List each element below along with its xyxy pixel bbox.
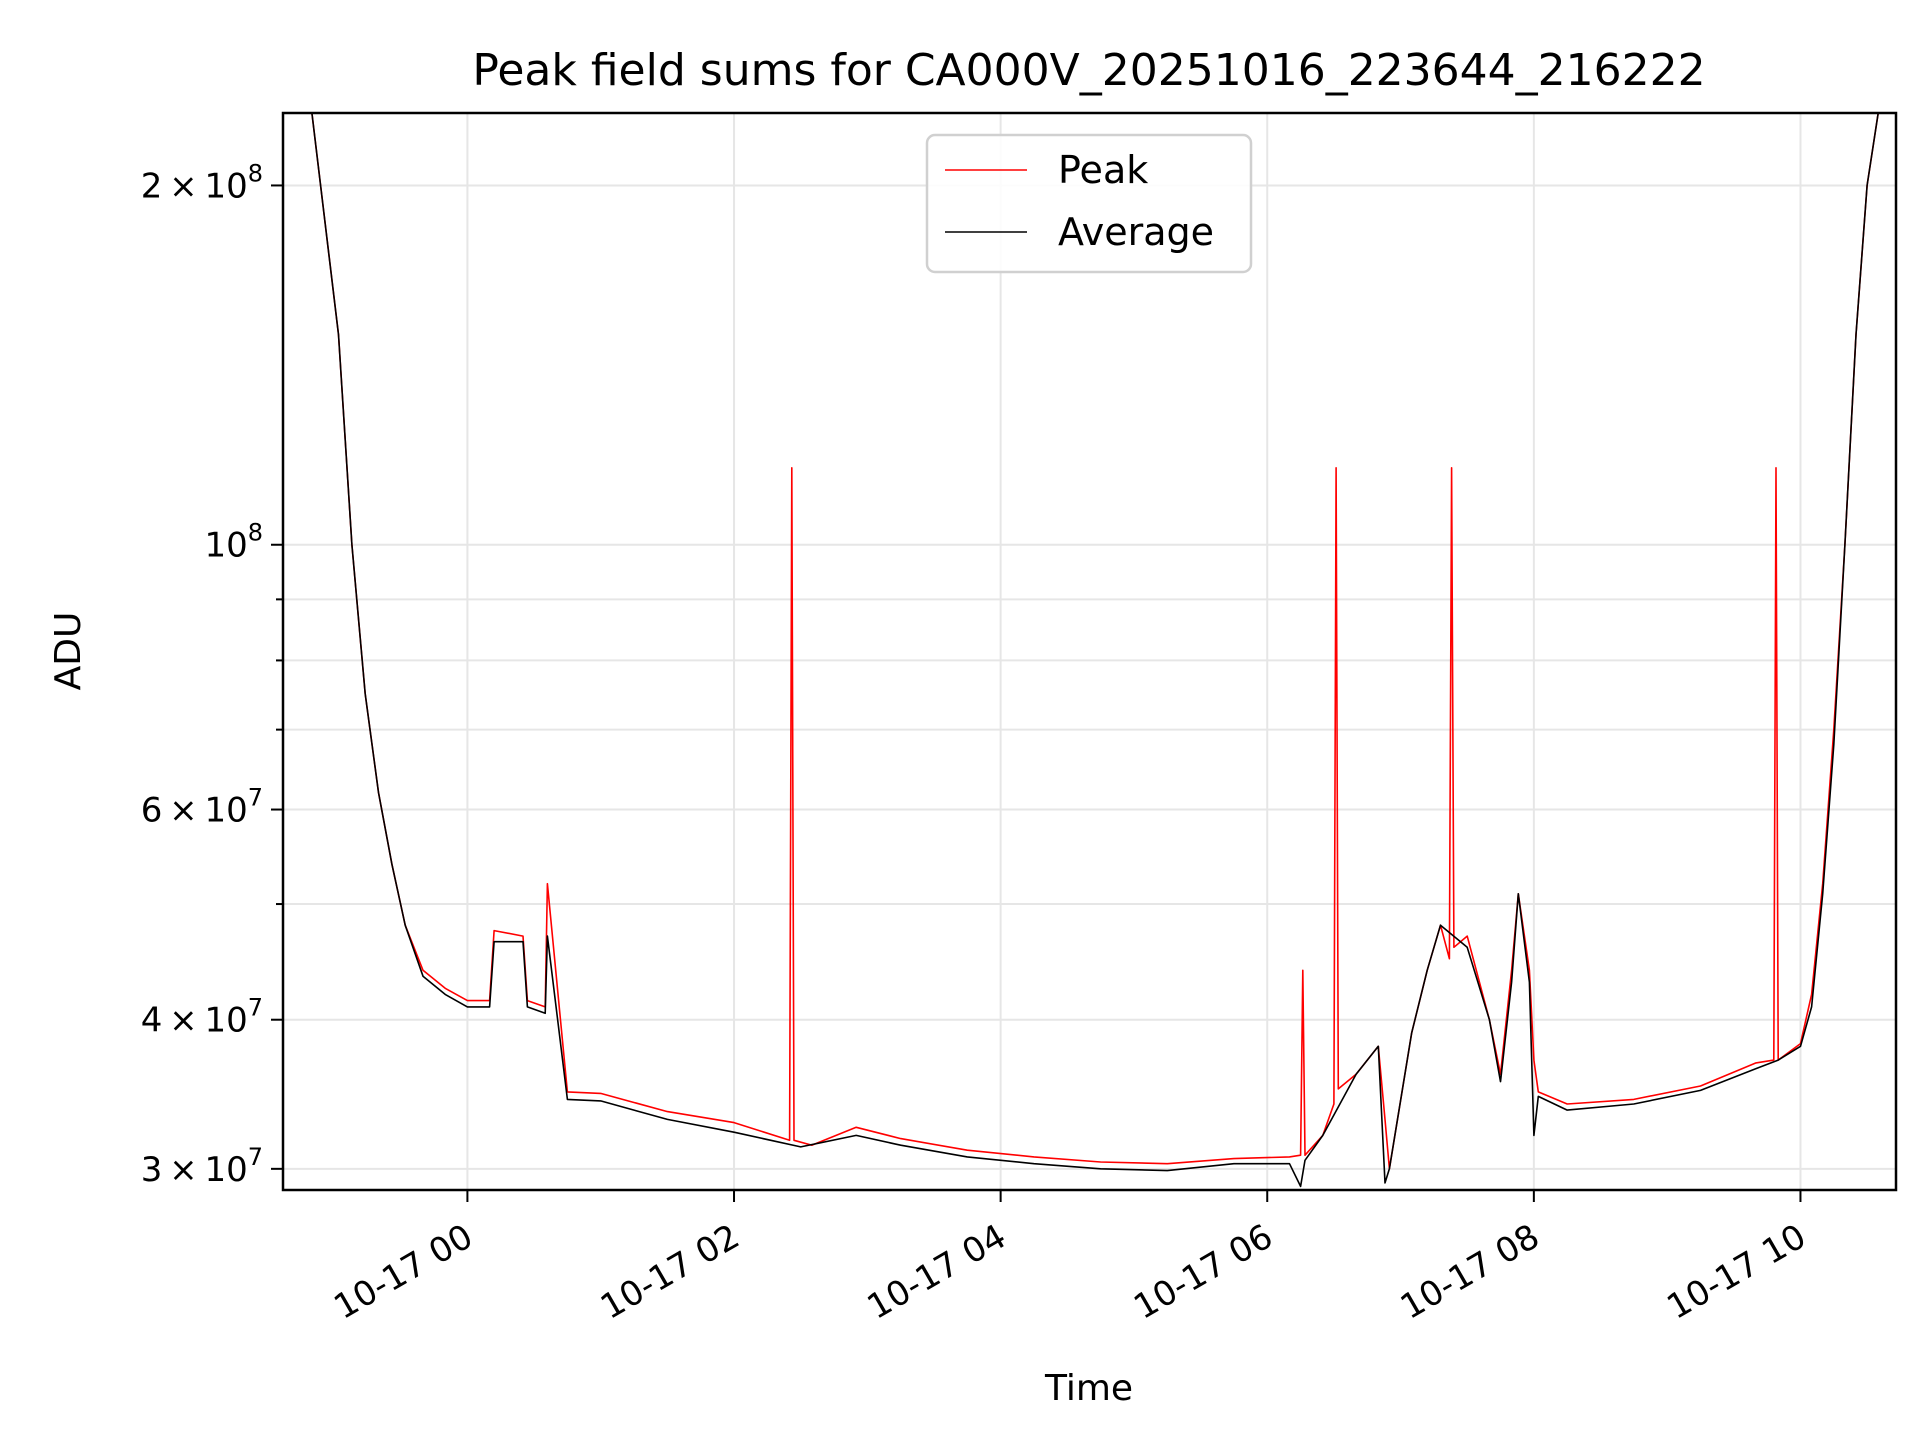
y-axis: 3 × 107 4 × 107 6 × 107 108 2 × 108 [141, 159, 283, 1190]
plot-frame [281, 111, 1898, 1192]
legend: Peak Average [925, 133, 1253, 274]
legend-average-label: Average [1058, 210, 1214, 254]
series-line-peak [283, 112, 1885, 1170]
chart-title: Peak field sums for CA000V_20251016_2236… [472, 45, 1705, 96]
y-axis-title: ADU [48, 612, 89, 691]
plot-series [283, 112, 1885, 1188]
y-tick-label: 2 × 108 [141, 159, 263, 206]
y-tick-label: 108 [204, 519, 263, 566]
y-tick-label: 3 × 107 [141, 1143, 263, 1190]
y-tick-label: 6 × 107 [141, 784, 263, 831]
legend-peak-label: Peak [1058, 148, 1148, 192]
series-line-average [283, 112, 1885, 1188]
x-axis-title: Time [1044, 1368, 1133, 1409]
grid [283, 113, 1896, 1190]
y-tick-label: 4 × 107 [141, 994, 263, 1041]
